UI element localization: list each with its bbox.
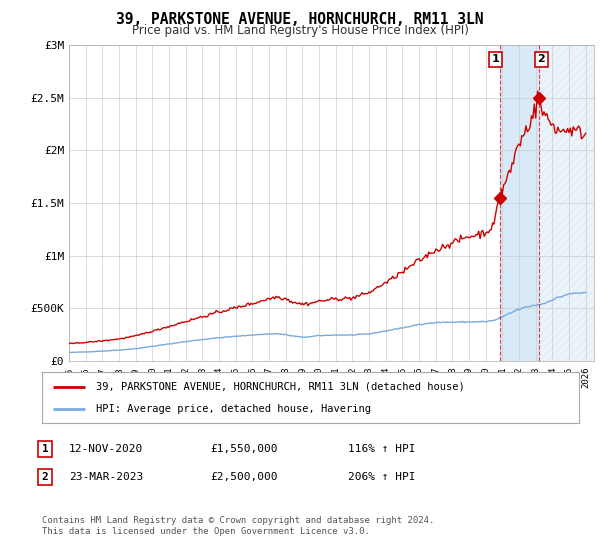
- Text: £2,500,000: £2,500,000: [210, 472, 277, 482]
- Text: Contains HM Land Registry data © Crown copyright and database right 2024.
This d: Contains HM Land Registry data © Crown c…: [42, 516, 434, 536]
- Text: 23-MAR-2023: 23-MAR-2023: [69, 472, 143, 482]
- Text: 2: 2: [41, 472, 49, 482]
- Text: HPI: Average price, detached house, Havering: HPI: Average price, detached house, Have…: [96, 404, 371, 414]
- Text: 116% ↑ HPI: 116% ↑ HPI: [348, 444, 415, 454]
- Bar: [539, 45, 594, 361]
- Text: 2: 2: [537, 54, 545, 64]
- Bar: [500, 45, 539, 361]
- Text: Price paid vs. HM Land Registry's House Price Index (HPI): Price paid vs. HM Land Registry's House …: [131, 24, 469, 36]
- Text: £1,550,000: £1,550,000: [210, 444, 277, 454]
- Text: 39, PARKSTONE AVENUE, HORNCHURCH, RM11 3LN: 39, PARKSTONE AVENUE, HORNCHURCH, RM11 3…: [116, 12, 484, 27]
- Text: 1: 1: [491, 54, 499, 64]
- Text: 1: 1: [41, 444, 49, 454]
- Text: 12-NOV-2020: 12-NOV-2020: [69, 444, 143, 454]
- Text: 39, PARKSTONE AVENUE, HORNCHURCH, RM11 3LN (detached house): 39, PARKSTONE AVENUE, HORNCHURCH, RM11 3…: [96, 381, 464, 391]
- Text: 206% ↑ HPI: 206% ↑ HPI: [348, 472, 415, 482]
